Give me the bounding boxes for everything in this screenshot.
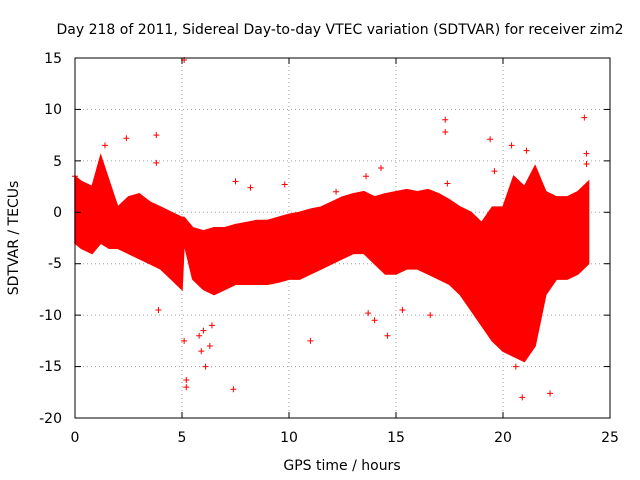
x-axis: 0 5 10 15 20 25 GPS time / hours xyxy=(71,430,619,474)
data-point xyxy=(399,307,406,313)
x-tick-label: 0 xyxy=(71,430,80,446)
data-point xyxy=(508,142,515,149)
data-point xyxy=(198,348,205,355)
data-point xyxy=(519,394,526,401)
data-point xyxy=(232,178,239,185)
x-tick-label: 5 xyxy=(178,430,187,446)
data-point xyxy=(583,150,590,157)
y-tick-label: -15 xyxy=(39,359,62,375)
data-point xyxy=(442,129,449,136)
data-point xyxy=(363,173,370,180)
x-tick-label: 10 xyxy=(280,430,298,446)
data-point xyxy=(202,363,209,370)
x-axis-label: GPS time / hours xyxy=(283,458,400,474)
data-point xyxy=(547,390,554,397)
tick-marks xyxy=(74,57,611,419)
data-point xyxy=(581,114,588,121)
plot-frame xyxy=(74,57,611,419)
data-point xyxy=(153,159,160,166)
y-tick-label: -5 xyxy=(48,256,62,272)
data-point xyxy=(497,327,504,334)
data-point xyxy=(155,307,162,313)
y-axis-label: SDTVAR / TECUs xyxy=(6,181,22,296)
data-point xyxy=(378,165,385,172)
data-point xyxy=(512,363,519,370)
data-point xyxy=(183,384,190,391)
data-point xyxy=(183,376,190,383)
data-point xyxy=(583,160,590,167)
data-point xyxy=(523,147,530,154)
y-tick-label: -10 xyxy=(39,308,62,324)
data-point xyxy=(491,168,498,175)
data-point xyxy=(200,327,207,334)
data-point xyxy=(444,180,451,187)
y-tick-label: 5 xyxy=(53,154,62,170)
data-point xyxy=(384,332,391,339)
data-point xyxy=(247,184,254,191)
y-tick-label: -20 xyxy=(39,411,62,427)
data-point xyxy=(230,386,237,393)
data-point xyxy=(365,310,372,317)
data-point xyxy=(427,312,434,319)
data-point xyxy=(307,337,314,344)
y-tick-label: 0 xyxy=(53,205,62,221)
x-tick-label: 20 xyxy=(494,430,512,446)
y-axis: 15 10 5 0 -5 -10 -15 -20 SDTVAR / TECUs xyxy=(6,51,62,427)
data-point xyxy=(101,142,108,149)
data-point xyxy=(153,132,160,139)
data-point xyxy=(123,135,130,142)
data-point xyxy=(487,136,494,143)
data-point xyxy=(196,332,203,339)
data-point xyxy=(206,343,213,349)
data-point xyxy=(281,181,288,188)
chart-title: Day 218 of 2011, Sidereal Day-to-day VTE… xyxy=(57,22,624,38)
data-band-layer xyxy=(74,153,590,363)
data-point xyxy=(181,337,188,344)
sdtvar-band xyxy=(74,153,590,363)
y-tick-label: 10 xyxy=(44,102,62,118)
data-point xyxy=(208,322,215,329)
y-tick-label: 15 xyxy=(44,51,62,67)
data-point xyxy=(371,317,378,324)
data-point xyxy=(442,116,449,123)
x-tick-label: 25 xyxy=(601,430,619,446)
data-point xyxy=(333,188,340,195)
x-tick-label: 15 xyxy=(387,430,405,446)
